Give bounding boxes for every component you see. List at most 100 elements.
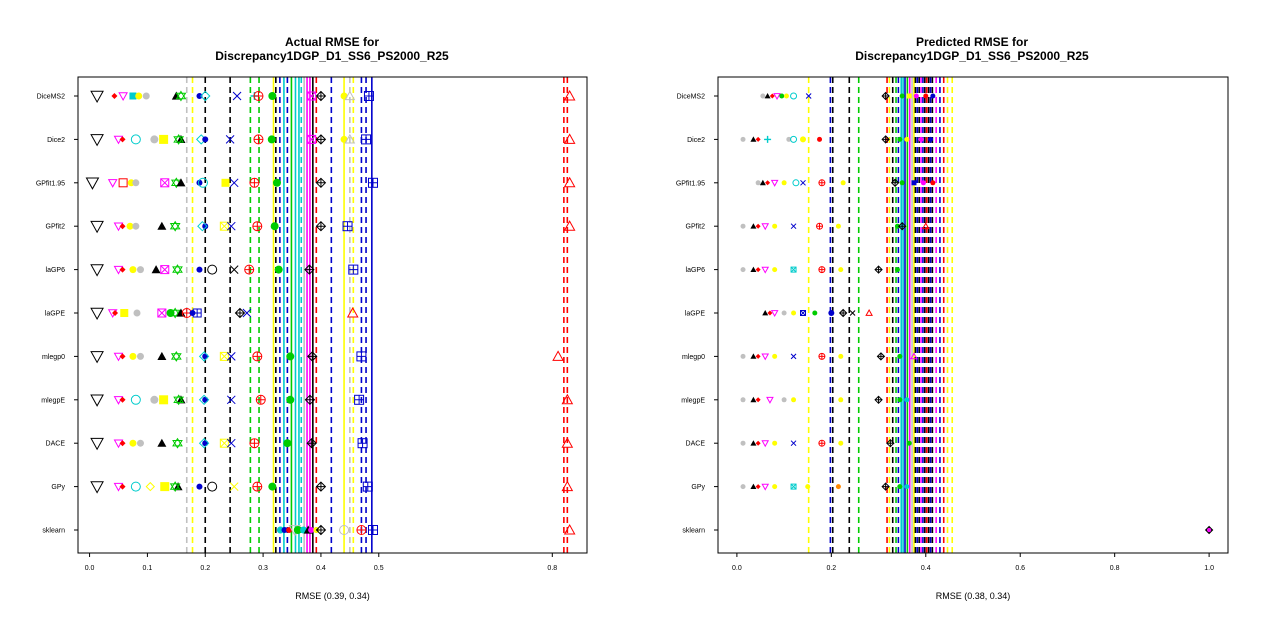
y-tick-label: sklearn — [682, 528, 705, 535]
data-point — [772, 267, 778, 273]
data-point — [197, 177, 208, 188]
reference-lines — [185, 77, 569, 553]
data-point — [760, 93, 766, 99]
data-point — [357, 438, 368, 449]
x-tick-label: 0.1 — [143, 565, 153, 572]
data-point — [766, 396, 774, 404]
x-tick-label: 0.8 — [547, 565, 557, 572]
data-point — [367, 177, 378, 188]
x-tick-label: 0.0 — [85, 565, 95, 572]
data-point — [906, 93, 912, 99]
data-point — [150, 135, 159, 144]
data-point — [249, 438, 260, 449]
data-point — [786, 136, 792, 142]
data-point — [755, 440, 761, 446]
data-point — [886, 438, 895, 448]
data-point — [196, 266, 203, 273]
data-point — [270, 222, 279, 231]
y-tick-label: sklearn — [42, 528, 65, 535]
data-point — [136, 266, 144, 274]
data-point — [790, 353, 797, 360]
data-point — [899, 180, 905, 186]
data-point — [764, 135, 772, 143]
data-point — [838, 267, 844, 273]
data-point — [169, 220, 181, 232]
data-point — [906, 440, 912, 446]
data-point — [267, 135, 276, 144]
data-point — [750, 136, 757, 142]
chart-panel-1: Actual RMSE forDiscrepancy1DGP_D1_SS6_PS… — [36, 35, 588, 601]
x-tick-label: 0.8 — [1110, 565, 1120, 572]
data-point — [356, 351, 367, 362]
data-point — [904, 484, 910, 490]
data-point — [221, 178, 230, 187]
data-point — [552, 350, 564, 361]
data-point — [761, 483, 770, 491]
data-point — [913, 93, 919, 99]
data-point — [740, 397, 746, 403]
reference-lines — [807, 77, 954, 553]
data-point — [800, 310, 806, 316]
data-point — [172, 437, 183, 449]
data-point — [112, 310, 119, 316]
data-point — [170, 350, 182, 362]
data-point — [307, 351, 318, 362]
data-point — [812, 310, 818, 316]
data-point — [232, 91, 242, 101]
data-point — [783, 93, 789, 99]
data-point — [132, 179, 140, 187]
data-point — [772, 353, 778, 359]
data-point — [307, 134, 317, 144]
chart-title-line1: Predicted RMSE for — [916, 35, 1028, 49]
data-point — [202, 223, 209, 230]
data-point — [119, 266, 126, 273]
data-point — [268, 92, 277, 100]
data-point — [762, 310, 769, 316]
x-axis-label: RMSE (0.39, 0.34) — [295, 591, 370, 601]
y-tick-label: laGPE — [685, 311, 706, 318]
data-point — [923, 93, 929, 99]
data-point — [792, 179, 800, 187]
y-tick-label: Dice2 — [47, 137, 65, 144]
data-point — [229, 178, 239, 188]
row-points-mlegpE — [740, 395, 910, 405]
data-point — [118, 178, 128, 188]
data-point — [790, 135, 798, 143]
data-point — [367, 525, 378, 535]
data-point — [90, 264, 104, 277]
data-point — [897, 484, 903, 490]
data-point — [876, 352, 886, 361]
data-point — [119, 483, 126, 490]
data-point — [132, 222, 140, 230]
data-point — [816, 222, 824, 230]
data-point — [129, 352, 137, 360]
data-point — [921, 222, 930, 230]
data-point — [119, 353, 126, 360]
data-point — [750, 440, 757, 446]
data-point — [272, 178, 281, 187]
data-point — [344, 133, 356, 144]
data-point — [354, 394, 365, 405]
data-point — [800, 179, 806, 186]
data-point — [253, 91, 264, 101]
data-point — [750, 483, 757, 489]
data-point — [198, 437, 210, 449]
row-points-sklearn — [276, 523, 576, 537]
data-point — [226, 438, 236, 448]
data-point — [791, 397, 797, 403]
data-point — [255, 394, 266, 405]
data-point — [157, 221, 167, 230]
row-points-mlegp0 — [740, 352, 918, 361]
y-tick-label: mlegp0 — [682, 354, 705, 361]
data-point — [904, 397, 910, 403]
data-point — [767, 310, 773, 316]
data-point — [196, 93, 203, 99]
data-point — [197, 220, 208, 232]
y-tick-label: Dice2 — [687, 137, 705, 144]
data-point — [304, 264, 315, 275]
data-point — [897, 397, 903, 403]
data-point — [781, 180, 787, 186]
data-point — [119, 223, 126, 230]
data-point — [759, 179, 766, 186]
data-point — [1207, 528, 1212, 532]
